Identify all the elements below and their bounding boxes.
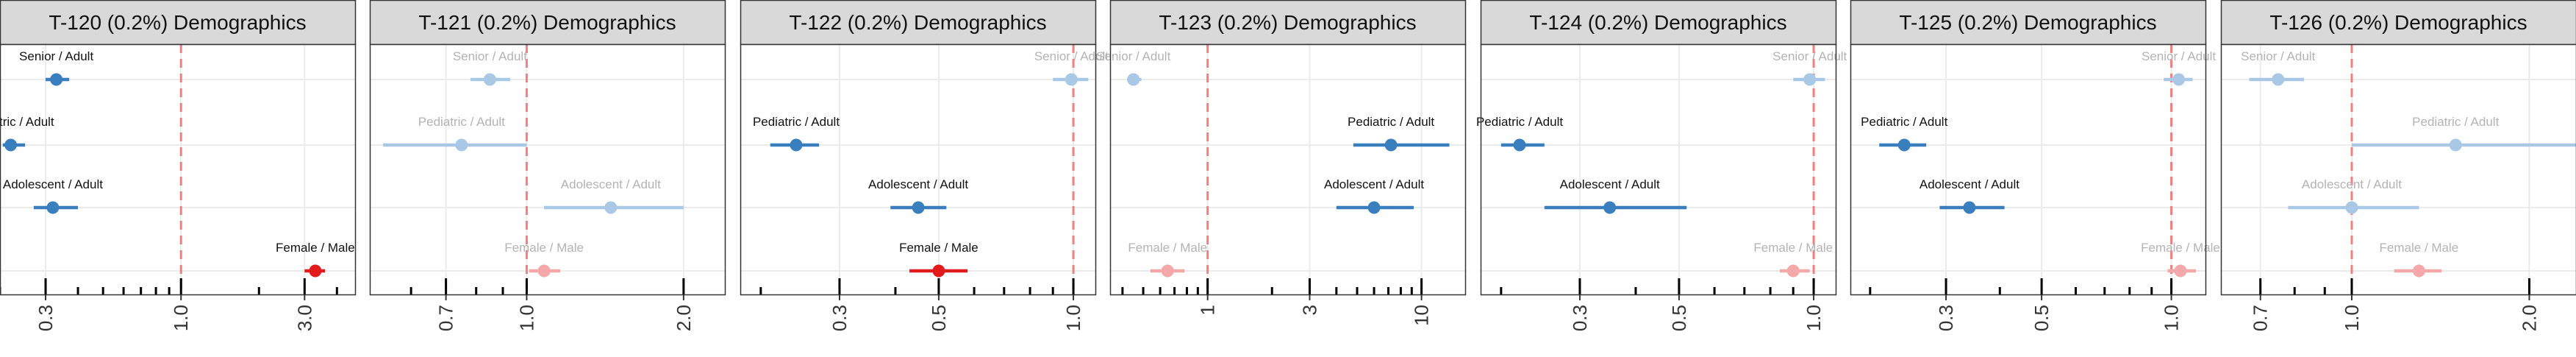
point-label: Female / Male	[504, 241, 584, 255]
point-estimate	[1368, 202, 1381, 214]
point-estimate	[538, 265, 551, 278]
point-estimate	[2413, 265, 2425, 278]
point-label: Adolescent / Adult	[1560, 177, 1660, 191]
facet-title: T-124 (0.2%) Demographics	[1529, 11, 1786, 34]
facet-panel-1: T-120 (0.2%) Demographics Senior / Adult P…	[0, 1, 356, 332]
point-estimate	[1963, 202, 1975, 214]
tick-label: 1.0	[170, 305, 192, 331]
point-estimate	[932, 265, 945, 278]
tick-label: 0.3	[1569, 305, 1591, 331]
tick-label: 0.5	[928, 305, 950, 331]
tick-label: 0.7	[435, 305, 457, 331]
point-label: Pediatric / Adult	[1476, 115, 1563, 129]
facet-panel-6: T-125 (0.2%) Demographics Senior / Adult P…	[1850, 1, 2220, 332]
point-estimate	[1385, 139, 1398, 152]
tick-label: 3.0	[293, 305, 315, 331]
point-label: Female / Male	[2141, 241, 2220, 255]
point-label: Female / Male	[1753, 241, 1833, 255]
point-label: Pediatric / Adult	[2412, 115, 2499, 129]
point-estimate	[2345, 202, 2358, 214]
point-label: Senior / Adult	[453, 49, 527, 63]
point-estimate	[1787, 265, 1800, 278]
point-label: Adolescent / Adult	[1324, 177, 1424, 191]
point-estimate	[309, 265, 321, 278]
point-estimate	[50, 74, 62, 86]
tick-label: 3	[1298, 305, 1320, 315]
point-label: Pediatric / Adult	[753, 115, 840, 129]
tick-label: 1.0	[1062, 305, 1084, 331]
point-estimate	[912, 202, 925, 214]
tick-label: 1.0	[2341, 305, 2363, 331]
point-estimate	[1514, 139, 1526, 152]
tick-label: 1	[1197, 305, 1219, 315]
point-estimate	[455, 139, 468, 152]
point-label: Female / Male	[899, 241, 978, 255]
panel-background	[1851, 45, 2206, 295]
point-estimate	[1127, 74, 1139, 86]
point-estimate	[1603, 202, 1616, 214]
point-label: Adolescent / Adult	[1920, 177, 2019, 191]
tick-label: 1.0	[1803, 305, 1825, 331]
facet-title: T-122 (0.2%) Demographics	[789, 11, 1046, 34]
point-label: Adolescent / Adult	[3, 177, 103, 191]
point-label: Senior / Adult	[19, 49, 93, 63]
point-label: Female / Male	[2380, 241, 2459, 255]
panel-background	[1481, 45, 1836, 295]
point-estimate	[1162, 265, 1174, 278]
tick-label: 10	[1411, 305, 1433, 326]
point-label: Female / Male	[276, 241, 355, 255]
facet-panel-2: T-121 (0.2%) Demographics Senior / Adult P…	[370, 1, 726, 332]
tick-label: 2.0	[2518, 305, 2540, 331]
tick-label: 0.5	[2031, 305, 2053, 331]
point-estimate	[1065, 74, 1078, 86]
tick-label: 0.3	[35, 305, 57, 331]
point-estimate	[1898, 139, 1911, 152]
tick-label: 2.0	[673, 305, 695, 331]
point-estimate	[604, 202, 617, 214]
facet-title: T-125 (0.2%) Demographics	[1899, 11, 2156, 34]
tick-label: 0.3	[829, 305, 851, 331]
panel-background	[1111, 45, 1466, 295]
point-label: Adolescent / Adult	[561, 177, 661, 191]
facet-title: T-123 (0.2%) Demographics	[1159, 11, 1416, 34]
point-label: Senior / Adult	[1096, 49, 1170, 63]
point-estimate	[2450, 139, 2462, 152]
point-estimate	[2172, 74, 2185, 86]
point-label: Pediatric / Adult	[0, 115, 54, 129]
facet-panel-4: T-123 (0.2%) Demographics Senior / Adult P…	[1096, 1, 1465, 326]
point-estimate	[4, 139, 17, 152]
facet-title: T-121 (0.2%) Demographics	[418, 11, 676, 34]
point-label: Senior / Adult	[2142, 49, 2216, 63]
point-estimate	[790, 139, 803, 152]
point-label: Senior / Adult	[2241, 49, 2315, 63]
point-label: Adolescent / Adult	[2302, 177, 2402, 191]
point-estimate	[2175, 265, 2187, 278]
panel-background	[371, 45, 726, 295]
tick-label: 0.5	[1668, 305, 1690, 331]
panel-background	[741, 45, 1096, 295]
point-estimate	[2272, 74, 2284, 86]
point-label: Pediatric / Adult	[418, 115, 505, 129]
facet-title: T-126 (0.2%) Demographics	[2269, 11, 2527, 34]
point-label: Pediatric / Adult	[1861, 115, 1947, 129]
point-estimate	[46, 202, 59, 214]
facet-panel-7: T-126 (0.2%) Demographics Senior / Adult P…	[2221, 1, 2576, 332]
point-estimate	[484, 74, 496, 86]
facet-title: T-120 (0.2%) Demographics	[49, 11, 306, 34]
tick-label: 1.0	[2161, 305, 2183, 331]
tick-label: 0.7	[2250, 305, 2272, 331]
point-label: Female / Male	[1128, 241, 1207, 255]
point-estimate	[1803, 74, 1816, 86]
tick-label: 0.3	[1935, 305, 1957, 331]
point-label: Pediatric / Adult	[1348, 115, 1434, 129]
tick-label: 1.0	[515, 305, 537, 331]
point-label: Adolescent / Adult	[868, 177, 968, 191]
